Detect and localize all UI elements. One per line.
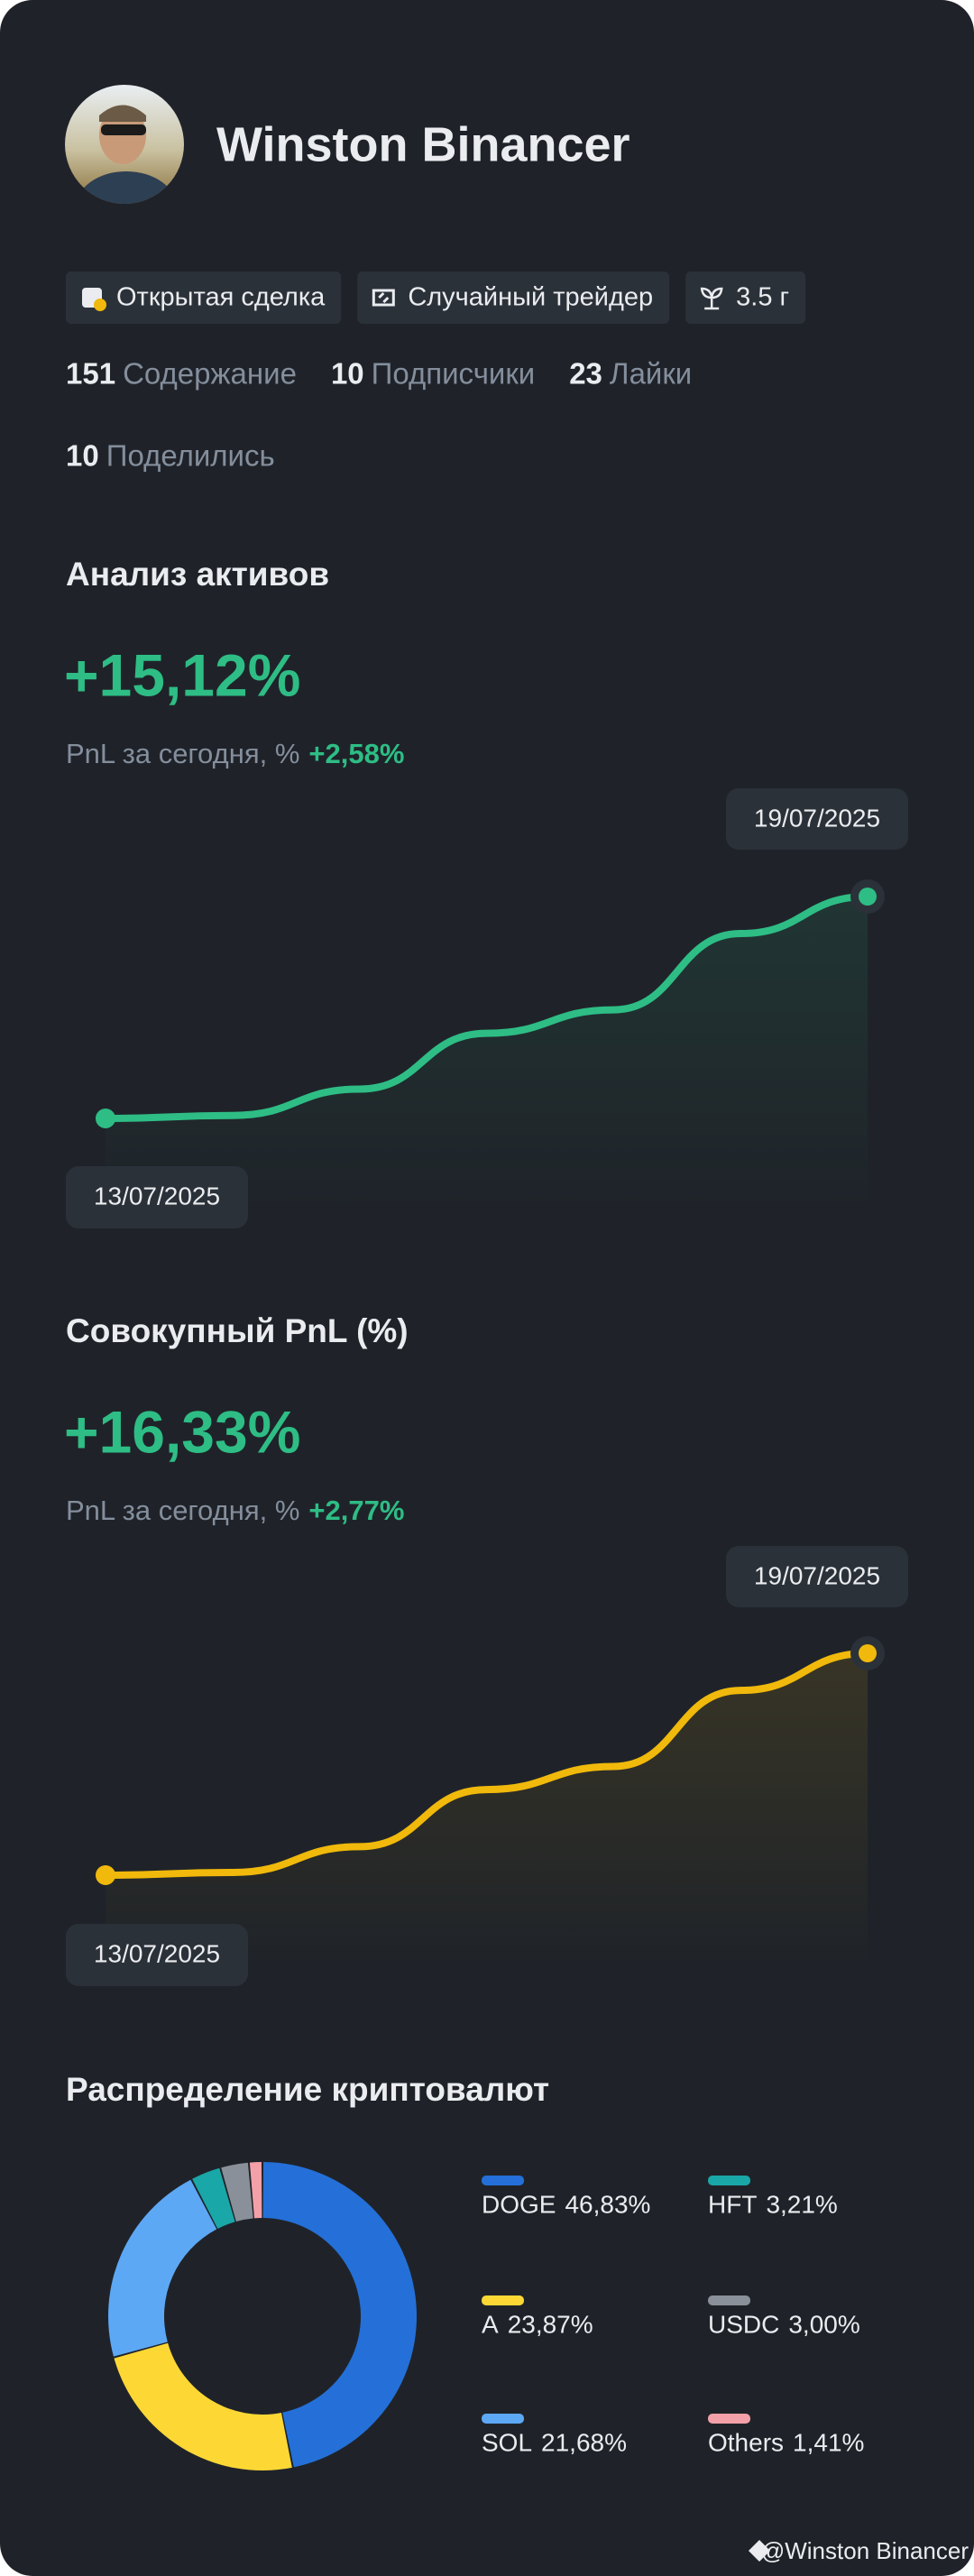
donut-segment <box>221 2162 253 2222</box>
donut-segment <box>107 2179 217 2357</box>
date-badge <box>726 788 908 850</box>
section-title: Анализ активов <box>66 556 329 593</box>
pnl-total: +16,33% <box>64 1398 300 1465</box>
end-date: 19/07/2025 <box>754 1561 880 1589</box>
legend-name: Others <box>708 2428 784 2456</box>
start-date: 13/07/2025 <box>94 1939 220 1967</box>
legend-swatch <box>482 2414 524 2424</box>
legend-value: 46,83% <box>565 2190 650 2218</box>
legend-swatch <box>482 2176 524 2185</box>
tag-label: Случайный трейдер <box>408 283 653 312</box>
stat-count: 151 <box>66 357 115 391</box>
end-date: 19/07/2025 <box>754 804 880 832</box>
stat-label: Подписчики <box>372 357 536 391</box>
tag[interactable]: Случайный трейдер <box>357 271 670 324</box>
legend-swatch <box>482 2295 524 2305</box>
legend-swatch <box>708 2414 750 2424</box>
stat-label: Лайки <box>610 357 692 391</box>
tag[interactable]: 3.5 г <box>685 271 806 324</box>
donut-segment <box>114 2342 292 2471</box>
date-badge <box>66 1166 248 1228</box>
donut-segment <box>249 2162 262 2219</box>
start-point <box>96 1865 115 1885</box>
tag-icon <box>700 287 723 310</box>
date-badge <box>726 1546 908 1607</box>
chart-section: Совокупный PnL (%) +16,33% PnL за сегодня,… <box>64 1312 908 1986</box>
pnl-total: +15,12% <box>64 641 300 708</box>
section-title: Распределение криптовалют <box>66 2071 549 2108</box>
tag[interactable]: Открытая сделка <box>66 271 342 324</box>
legend-value: 3,21% <box>766 2190 837 2218</box>
start-point <box>96 1109 115 1128</box>
avatar[interactable] <box>65 85 184 244</box>
tag-bg <box>66 271 342 324</box>
legend-value: 23,87% <box>508 2310 593 2338</box>
stat-label: Поделились <box>106 439 275 473</box>
end-point <box>859 888 877 906</box>
tag-bg <box>357 271 670 324</box>
tag-bg <box>685 271 806 324</box>
line-series <box>102 1650 871 1879</box>
tag-label: 3.5 г <box>736 283 789 312</box>
profile-name: Winston Binancer <box>216 117 630 171</box>
pnl-subtitle: PnL за сегодня, % <box>66 1495 299 1526</box>
legend-name: HFT <box>708 2190 757 2218</box>
chart-section: Анализ активов +15,12% PnL за сегодня, % +2… <box>64 556 908 1228</box>
section-title: Совокупный PnL (%) <box>66 1312 409 1349</box>
stat-count: 23 <box>569 357 602 391</box>
watermark-text: @Winston Binancer <box>761 2537 969 2564</box>
line-series <box>102 893 871 1122</box>
end-point <box>859 1644 877 1662</box>
pnl-change: +2,58% <box>308 738 404 769</box>
legend-name: A <box>482 2310 499 2338</box>
start-date: 13/07/2025 <box>94 1182 220 1210</box>
watermark <box>749 2540 770 2562</box>
pnl-subtitle: PnL за сегодня, % <box>66 738 299 769</box>
legend-value: 21,68% <box>541 2428 627 2456</box>
tag-icon <box>372 289 395 307</box>
stat-count: 10 <box>66 439 99 473</box>
stat-count: 10 <box>331 357 364 391</box>
legend-name: USDC <box>708 2310 779 2338</box>
tag-label: Открытая сделка <box>116 283 326 312</box>
donut-segment <box>192 2167 235 2229</box>
date-badge <box>66 1924 248 1986</box>
legend-name: DOGE <box>482 2190 556 2218</box>
legend-swatch <box>708 2176 750 2185</box>
tag-icon-badge <box>94 299 106 311</box>
legend-value: 3,00% <box>788 2310 859 2338</box>
pnl-change: +2,77% <box>308 1495 404 1526</box>
legend-value: 1,41% <box>793 2428 864 2456</box>
donut-segment <box>262 2162 417 2468</box>
legend-name: SOL <box>482 2428 532 2456</box>
stat-label: Содержание <box>123 357 297 391</box>
legend-swatch <box>708 2295 750 2305</box>
